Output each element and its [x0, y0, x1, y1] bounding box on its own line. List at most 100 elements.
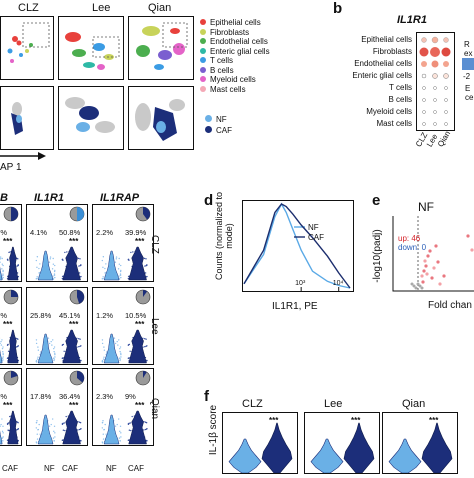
dotplot-colorbar	[462, 58, 474, 70]
dotplot-row-label: Endothelial cells	[290, 58, 416, 70]
violin-cell: 17.8%36.4%***	[26, 368, 88, 446]
dotplot-legend-frag-ce: ce	[465, 93, 473, 102]
jitter-point	[54, 426, 55, 427]
jitter-point	[120, 346, 121, 347]
jitter-point	[0, 341, 1, 342]
jitter-point	[2, 358, 3, 359]
jitter-point	[39, 434, 40, 435]
dotplot-row-label: Myeloid cells	[290, 106, 416, 118]
jitter-point	[114, 337, 115, 338]
jitter-point	[37, 357, 38, 358]
condition-legend-item: CAF	[205, 123, 232, 134]
jitter-point	[2, 263, 3, 264]
jitter-point	[52, 268, 53, 269]
condition-legend: NF CAF	[205, 112, 232, 134]
jitter-point	[37, 358, 38, 359]
violin-cell: 25.8%45.1%***	[26, 287, 88, 365]
significance-stars: ***	[135, 320, 145, 329]
jitter-point	[116, 256, 117, 257]
volcano-point-ns	[421, 287, 424, 290]
jitter-point	[54, 432, 55, 433]
f-violin-nf	[229, 439, 261, 473]
jitter-point	[2, 270, 3, 271]
volcano-point	[436, 260, 439, 263]
violin-cell-svg: 17.8%36.4%***	[27, 369, 89, 445]
dotplot-row-label: B cells	[290, 94, 416, 106]
jitter-point	[2, 436, 3, 437]
violin-cell-svg: 25.8%45.1%***	[27, 288, 89, 364]
jitter-point	[1, 339, 2, 340]
jitter-point	[128, 358, 129, 359]
jitter-point	[7, 358, 8, 359]
jitter-point	[48, 337, 49, 338]
legend-dot	[200, 38, 206, 44]
jitter-point	[120, 270, 121, 271]
histogram-xtick-label: 10⁴	[333, 280, 344, 287]
violin-caf	[63, 330, 81, 363]
jitter-point	[120, 265, 121, 266]
jitter-point	[53, 263, 54, 264]
dotplot-row-label: Mast cells	[290, 118, 416, 130]
histogram-frame	[243, 201, 354, 292]
jitter-point	[38, 424, 39, 425]
dotplot-legend-frag-ex: ex	[464, 49, 472, 58]
violin-caf	[129, 411, 147, 444]
umap-col-title-lee: Lee	[92, 2, 110, 14]
jitter-point	[2, 356, 3, 357]
jitter-point	[50, 341, 51, 342]
jitter-point	[2, 346, 3, 347]
percent-nf: 3.9%	[0, 311, 7, 320]
percent-caf: 10.5%	[125, 311, 147, 320]
violin-caf	[8, 411, 18, 444]
umap-qian-celltype-points	[129, 17, 193, 79]
jitter-point	[63, 351, 64, 352]
jitter-point	[49, 426, 50, 427]
jitter-point	[50, 258, 51, 259]
jitter-point	[63, 422, 64, 423]
volcano-point	[438, 282, 441, 285]
jitter-point	[37, 346, 38, 347]
jitter-point	[65, 416, 66, 417]
jitter-point	[2, 440, 3, 441]
dotplot-legend-frag-neg2: -2	[463, 72, 470, 81]
jitter-point	[18, 428, 19, 429]
umap-lee-celltype-points	[59, 17, 123, 79]
jitter-point	[120, 273, 121, 274]
jitter-point	[128, 424, 129, 425]
panel-letter-e: e	[372, 192, 380, 209]
volcano-plot	[392, 216, 474, 292]
jitter-point	[54, 354, 55, 355]
percent-caf: 9%	[125, 392, 136, 401]
jitter-point	[117, 424, 118, 425]
jitter-point	[120, 436, 121, 437]
volcano-point-ns	[413, 285, 416, 288]
histogram-xlabel: IL1R1, PE	[272, 301, 318, 312]
percent-nf: 0.7%	[0, 228, 7, 237]
jitter-point	[119, 348, 120, 349]
volcano-point	[434, 244, 437, 247]
volcano-point	[426, 254, 429, 257]
jitter-point	[130, 430, 131, 431]
jitter-point	[36, 420, 37, 421]
jitter-point	[9, 416, 10, 417]
histogram-legend-label: CAF	[308, 233, 324, 242]
jitter-point	[104, 268, 105, 269]
jitter-point	[63, 344, 64, 345]
jitter-point	[120, 353, 121, 354]
jitter-point	[2, 437, 3, 438]
jitter-point	[104, 424, 105, 425]
jitter-point	[128, 259, 129, 260]
jitter-point	[66, 251, 67, 252]
jitter-point	[119, 431, 120, 432]
jitter-point	[145, 338, 146, 339]
percent-nf: 1.2%	[96, 311, 113, 320]
jitter-point	[2, 348, 3, 349]
dotplot-row-label: Fibroblasts	[290, 46, 416, 58]
umap-lee-condition-points	[59, 87, 123, 149]
jitter-point	[120, 432, 121, 433]
jitter-point	[54, 277, 55, 278]
jitter-point	[115, 343, 116, 344]
jitter-point	[52, 418, 53, 419]
jitter-point	[53, 351, 54, 352]
